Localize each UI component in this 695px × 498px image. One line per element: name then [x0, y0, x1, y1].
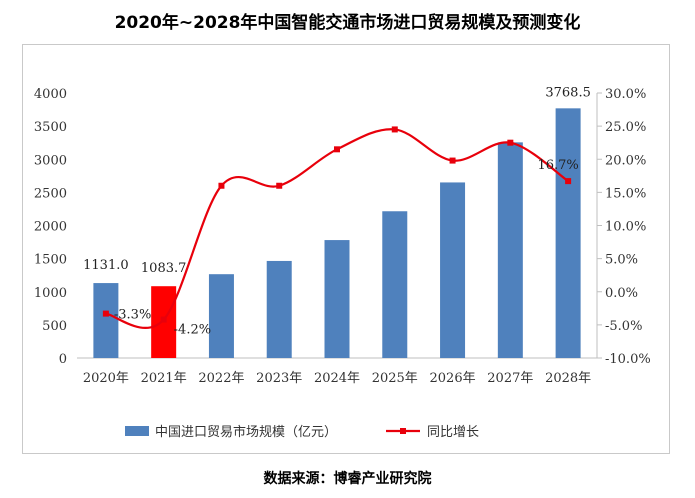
growth-point — [218, 182, 225, 189]
left-axis-tick-label: 2500 — [34, 186, 67, 201]
x-axis-tick-label: 2023年 — [256, 371, 302, 386]
growth-value-label: -3.3% — [114, 308, 151, 323]
growth-point — [102, 310, 109, 317]
bar-value-label: 1131.0 — [83, 258, 129, 273]
growth-point — [565, 178, 572, 185]
x-axis-tick-label: 2028年 — [545, 371, 591, 386]
legend-label-bar: 中国进口贸易市场规模（亿元） — [155, 424, 337, 440]
bar — [208, 274, 234, 358]
bar — [497, 142, 523, 358]
source-note: 数据来源：博睿产业研究院 — [263, 471, 432, 487]
right-axis-tick-label: 30.0% — [605, 87, 646, 102]
right-axis-tick-label: 25.0% — [605, 120, 646, 135]
right-axis-tick-label: 0.0% — [605, 286, 638, 301]
right-axis-tick-label: -10.0% — [605, 352, 651, 367]
x-axis-tick-label: 2024年 — [314, 371, 360, 386]
x-axis-tick-label: 2026年 — [430, 371, 476, 386]
left-axis-tick-label: 3000 — [34, 153, 67, 168]
x-axis-tick-label: 2027年 — [487, 371, 533, 386]
left-axis-tick-label: 0 — [59, 352, 67, 367]
growth-point — [276, 182, 283, 189]
growth-point — [334, 146, 340, 153]
legend-swatch-bar — [125, 426, 149, 436]
bar — [382, 211, 408, 358]
bar-value-label: 3768.5 — [545, 85, 591, 100]
bar — [266, 260, 292, 358]
right-axis-tick-label: 15.0% — [605, 186, 646, 201]
growth-point — [160, 316, 167, 323]
x-axis-tick-label: 2025年 — [372, 371, 418, 386]
bar — [93, 283, 119, 358]
legend-label-line: 同比增长 — [427, 425, 479, 440]
left-axis-tick-label: 3500 — [34, 120, 67, 135]
right-axis-tick-label: -5.0% — [605, 319, 642, 334]
bar — [555, 108, 581, 358]
left-axis-tick-label: 1500 — [34, 253, 67, 268]
right-axis-tick-label: 20.0% — [605, 153, 646, 168]
left-axis-tick-label: 500 — [42, 319, 67, 334]
left-axis-tick-label: 2000 — [34, 220, 67, 235]
bar — [440, 182, 466, 358]
x-axis-tick-label: 2022年 — [198, 371, 244, 386]
left-axis-tick-label: 4000 — [34, 87, 67, 102]
growth-value-label: -4.2% — [174, 323, 211, 338]
combo-chart: 0 500 1000 1500 2000 2500 3000 3500 4000 -10.0% -5… — [34, 85, 651, 440]
bar-value-label: 1083.7 — [141, 261, 187, 276]
x-axis-tick-label: 2020年 — [83, 371, 129, 386]
bar — [324, 240, 350, 358]
left-axis-tick-label: 1000 — [34, 286, 67, 301]
right-axis-tick-label: 5.0% — [605, 253, 638, 268]
right-axis-tick-label: 10.0% — [605, 220, 646, 235]
growth-point — [391, 126, 398, 133]
legend-swatch-marker — [400, 428, 406, 434]
growth-value-label: 16.7% — [537, 158, 578, 173]
chart-frame: 0 500 1000 1500 2000 2500 3000 3500 4000 -10.0% -5… — [22, 44, 670, 454]
growth-point — [449, 157, 456, 164]
growth-point — [507, 139, 514, 146]
x-axis-tick-label: 2021年 — [141, 371, 187, 386]
growth-line — [105, 128, 569, 329]
chart-title: 2020年~2028年中国智能交通市场进口贸易规模及预测变化 — [114, 13, 581, 33]
